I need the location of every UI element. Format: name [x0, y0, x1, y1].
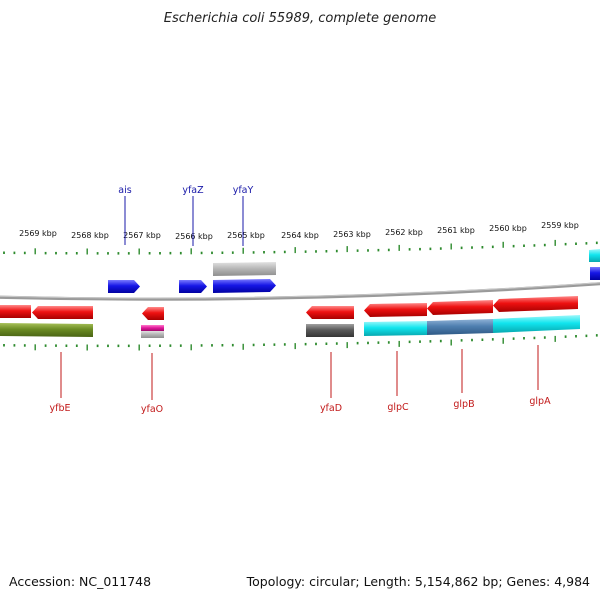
topology-text: Topology: circular; Length: 5,154,862 bp… [246, 574, 590, 589]
cds-arrow-glpC[interactable] [364, 303, 427, 317]
gene-label-yfaZ[interactable]: yfaZ [182, 185, 204, 196]
cds-arrow-yfaZ[interactable] [179, 280, 207, 293]
gene-label-yfaY[interactable]: yfaY [233, 185, 254, 196]
gene-label-glpA[interactable]: glpA [529, 396, 551, 407]
accession-text: Accession: NC_011748 [9, 574, 151, 589]
reverse-gene-labels: yfbE yfaO yfaD glpC glpB glpA [50, 345, 551, 415]
cds-arrow-right-edge[interactable] [590, 267, 600, 280]
map-title: Escherichia coli 55989, complete genome [164, 11, 436, 26]
cds-arrow-yfaO[interactable] [142, 307, 164, 320]
scale-label: 2561 kbp [437, 226, 475, 235]
feature-grey-upper [213, 262, 276, 276]
scale-label: 2562 kbp [385, 228, 423, 237]
feature-cyan-glpA [493, 315, 580, 333]
scale-label: 2569 kbp [19, 229, 57, 238]
feature-cyan-right-edge [589, 249, 600, 262]
feature-steelblue-glpB [427, 319, 493, 335]
feature-grey-lower [141, 331, 164, 338]
scale-label: 2563 kbp [333, 230, 371, 239]
forward-gene-labels: ais yfaZ yfaY [118, 185, 253, 246]
feature-dark-grey [306, 324, 354, 337]
cds-arrow-yfaY[interactable] [213, 279, 276, 293]
cds-arrow-left-edge[interactable] [0, 305, 31, 318]
scale-label: 2567 kbp [123, 231, 161, 240]
genome-backbone [0, 282, 600, 301]
scale-labels: 2569 kbp 2568 kbp 2567 kbp 2566 kbp 2565… [19, 221, 579, 241]
cds-arrow-yfbE[interactable] [32, 306, 93, 319]
gene-label-yfaO[interactable]: yfaO [141, 404, 163, 415]
gene-label-yfaD[interactable]: yfaD [320, 403, 342, 414]
scale-ticks-top [3, 239, 598, 255]
gene-label-glpB[interactable]: glpB [453, 399, 474, 410]
gene-label-glpC[interactable]: glpC [387, 402, 409, 413]
scale-label: 2564 kbp [281, 231, 319, 240]
scale-label: 2560 kbp [489, 224, 527, 233]
reverse-strand-features [0, 296, 580, 338]
cds-arrow-glpB[interactable] [427, 300, 493, 315]
cds-arrow-glpA[interactable] [493, 296, 578, 312]
scale-ticks-bottom [3, 334, 598, 351]
genome-backbone-highlight [0, 282, 600, 299]
feature-magenta [141, 325, 164, 331]
scale-label: 2559 kbp [541, 221, 579, 230]
scale-label: 2568 kbp [71, 231, 109, 240]
scale-label: 2565 kbp [227, 231, 265, 240]
gene-label-ais[interactable]: ais [118, 185, 131, 196]
cds-arrow-ais[interactable] [108, 280, 140, 293]
cds-arrow-yfaD[interactable] [306, 306, 354, 319]
forward-strand-features [108, 249, 600, 293]
scale-label: 2566 kbp [175, 232, 213, 241]
feature-olive [0, 323, 93, 337]
feature-cyan-glpC [364, 321, 427, 336]
gene-label-yfbE[interactable]: yfbE [50, 403, 71, 414]
